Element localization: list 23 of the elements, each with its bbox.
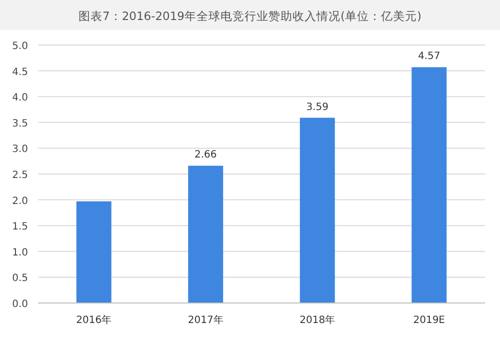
y-tick-label: 4.5 — [12, 66, 28, 78]
y-tick-label: 3.0 — [12, 144, 28, 156]
y-tick-label: 5.0 — [12, 41, 28, 52]
bar — [412, 67, 447, 303]
bar — [76, 201, 112, 303]
y-tick-label: 1.5 — [12, 222, 28, 233]
x-tick-label: 2017年 — [188, 314, 224, 326]
bar — [300, 118, 335, 303]
x-tick-label: 2018年 — [300, 314, 336, 326]
data-label: 4.57 — [418, 51, 440, 62]
y-tick-label: 4.0 — [12, 92, 28, 104]
chart-title: 图表7：2016-2019年全球电竞行业赞助收入情况(单位：亿美元) — [78, 9, 422, 23]
x-tick-label: 2019E — [413, 315, 446, 326]
bar — [188, 166, 224, 303]
x-tick-label: 2016年 — [76, 314, 112, 326]
y-tick-label: 2.5 — [12, 170, 28, 181]
data-label: 2.66 — [194, 150, 217, 161]
y-tick-label: 0.0 — [12, 299, 28, 310]
y-tick-label: 0.5 — [12, 273, 28, 284]
y-tick-label: 3.5 — [12, 118, 28, 130]
data-label: 3.59 — [306, 102, 329, 113]
y-tick-label: 2.0 — [12, 196, 28, 207]
y-tick-label: 1.0 — [12, 247, 28, 258]
